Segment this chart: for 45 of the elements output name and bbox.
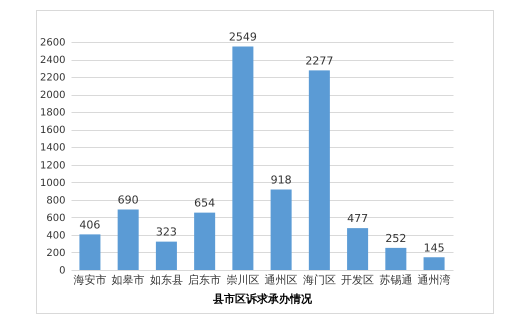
bar — [270, 190, 292, 270]
data-label: 145 — [424, 241, 445, 254]
x-tick-label: 海安市 — [73, 274, 106, 286]
y-tick-label: 1600 — [40, 125, 66, 136]
x-tick-label: 开发区 — [341, 274, 374, 286]
x-axis-title: 县市区诉求承办情况 — [212, 292, 313, 306]
y-tick-label: 2400 — [40, 55, 66, 66]
data-label: 252 — [385, 232, 406, 245]
x-tick-label: 通州区 — [264, 274, 298, 286]
x-tick-label: 如皋市 — [112, 274, 145, 286]
bar — [118, 209, 139, 270]
x-tick-label: 海门区 — [302, 274, 336, 286]
data-label: 654 — [194, 196, 216, 210]
data-label: 2549 — [228, 30, 257, 44]
x-tick-label: 如东县 — [150, 274, 183, 286]
data-label: 323 — [156, 226, 177, 239]
y-tick-label: 1000 — [40, 178, 66, 189]
y-tick-label: 600 — [46, 212, 66, 224]
x-tick-label: 苏锡通 — [379, 274, 412, 286]
bar — [424, 257, 445, 270]
x-tick-label: 崇川区 — [226, 274, 260, 286]
y-tick-label: 1800 — [40, 108, 66, 119]
y-tick-label: 800 — [46, 195, 66, 206]
y-tick-label: 0 — [59, 266, 66, 276]
bar — [385, 248, 406, 270]
y-tick-label: 2200 — [40, 72, 66, 84]
x-tick-label: 启东市 — [188, 274, 222, 286]
data-label: 918 — [270, 174, 292, 186]
data-label: 690 — [118, 193, 139, 206]
y-tick-label: 2000 — [40, 90, 66, 102]
y-tick-label: 1200 — [40, 160, 66, 172]
bar — [308, 70, 330, 270]
y-tick-label: 2600 — [40, 38, 66, 48]
data-label: 477 — [347, 212, 368, 226]
y-tick-label: 1400 — [40, 142, 66, 154]
bar — [194, 212, 216, 270]
bar — [347, 228, 368, 270]
y-tick-label: 200 — [46, 248, 66, 259]
bar — [156, 242, 177, 270]
bar — [232, 46, 254, 270]
data-label: 2277 — [305, 54, 334, 68]
data-label: 406 — [79, 218, 100, 232]
bar — [79, 234, 100, 270]
x-tick-label: 通州湾 — [418, 274, 451, 286]
y-tick-label: 400 — [46, 230, 66, 242]
